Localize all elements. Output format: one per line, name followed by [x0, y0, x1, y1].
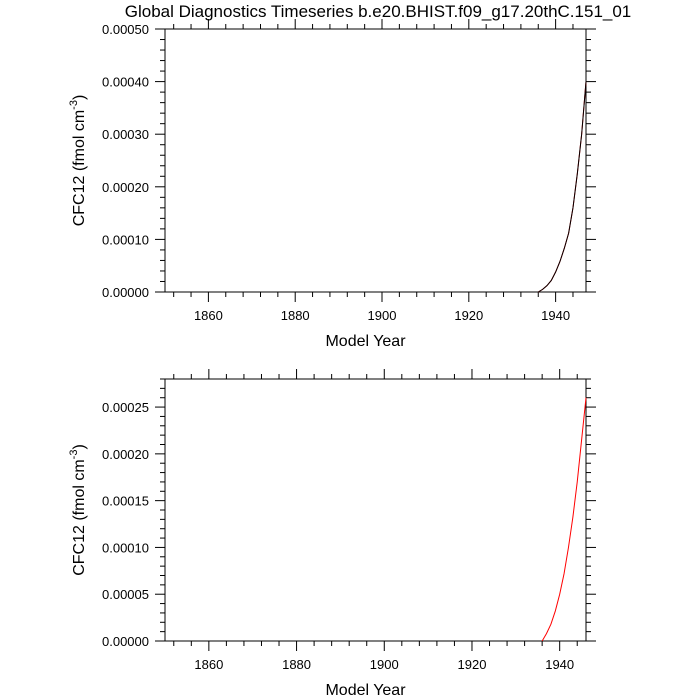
y-axis-label-superscript: -3 [68, 100, 80, 110]
y-axis-label-superscript: -3 [68, 450, 80, 460]
series-line-0 [541, 397, 587, 642]
y-axis-label-main: CFC12 (fmol cm [71, 110, 88, 226]
y-tick-label: 0.00020 [102, 447, 149, 462]
y-tick-label: 0.00010 [102, 232, 149, 247]
chart-title: Global Diagnostics Timeseries b.e20.BHIS… [125, 2, 632, 21]
y-axis-label: CFC12 (fmol cm-3) [68, 95, 88, 227]
y-tick-label: 0.00040 [102, 75, 149, 90]
y-axis-label: CFC12 (fmol cm-3) [68, 444, 88, 576]
x-axis-label: Model Year [325, 682, 406, 699]
y-axis-label-close: ) [71, 95, 88, 100]
y-tick-label: 0.00025 [102, 400, 149, 415]
y-tick-label: 0.00020 [102, 180, 149, 195]
x-tick-label: 1940 [541, 308, 570, 323]
panel-bottom: 1860 1880 1900 1920 1940 0.00000 0.00005 0.0001… [68, 369, 596, 699]
x-tick-label: 1940 [545, 657, 574, 672]
y-tick-label: 0.00015 [102, 494, 149, 509]
y-axis-label-main: CFC12 (fmol cm [71, 459, 88, 575]
x-tick-label: 1860 [194, 657, 223, 672]
x-tick-label: 1920 [454, 308, 483, 323]
x-tick-label: 1900 [370, 657, 399, 672]
plot-frame [164, 28, 587, 293]
series-line-0 [538, 81, 587, 293]
y-tick-label: 0.00050 [102, 22, 149, 37]
x-axis-label: Model Year [325, 333, 406, 350]
y-tick-label: 0.00010 [102, 540, 149, 555]
panel-top: 1860 1880 1900 1920 1940 0.00000 0.00010 0.0002… [68, 19, 596, 350]
y-tick-label: 0.00030 [102, 127, 149, 142]
x-tick-label: 1880 [282, 657, 311, 672]
series-line-1 [538, 81, 587, 293]
plot-frame [164, 378, 587, 642]
x-tick-label: 1880 [281, 308, 310, 323]
x-tick-label: 1860 [194, 308, 223, 323]
y-tick-label: 0.00000 [102, 634, 149, 649]
x-tick-label: 1920 [458, 657, 487, 672]
y-axis-label-close: ) [71, 444, 88, 449]
y-tick-label: 0.00000 [102, 285, 149, 300]
x-tick-label: 1900 [368, 308, 397, 323]
y-tick-label: 0.00005 [102, 587, 149, 602]
